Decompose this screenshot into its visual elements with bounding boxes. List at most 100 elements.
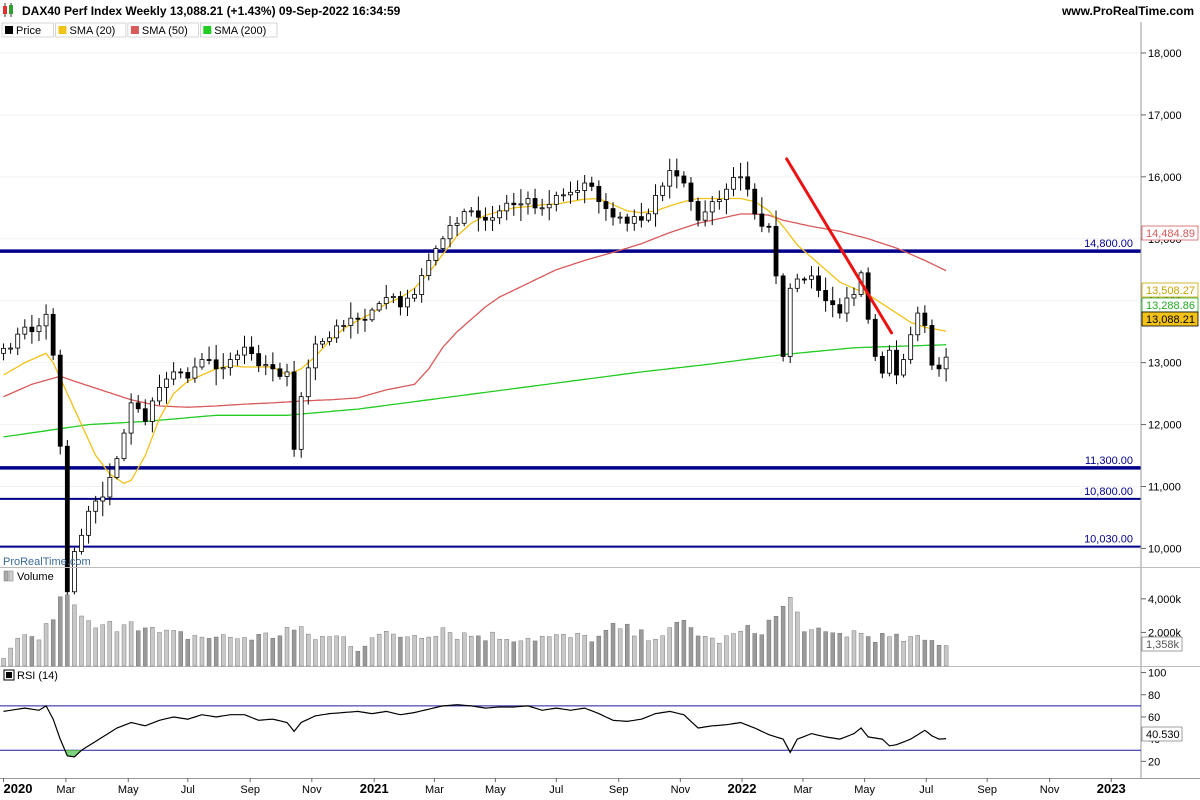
candle-body bbox=[334, 325, 340, 339]
candle-body bbox=[36, 325, 42, 333]
candle bbox=[312, 335, 318, 381]
candle-body bbox=[504, 202, 510, 212]
time-axis[interactable]: 2020 Mar May Jul Sep Nov 2021 Mar May Jul Sep Nov 20… bbox=[0, 778, 1200, 796]
candle bbox=[79, 528, 84, 555]
candle-body bbox=[830, 300, 836, 306]
volume-bar bbox=[22, 634, 28, 667]
candle bbox=[504, 195, 510, 221]
candle-body bbox=[823, 290, 829, 302]
volume-bar bbox=[773, 615, 779, 667]
volume-bar bbox=[653, 638, 658, 667]
site-url[interactable]: www.ProRealTime.com bbox=[1061, 4, 1194, 18]
candle bbox=[454, 216, 460, 236]
candle bbox=[291, 360, 297, 457]
volume-bar bbox=[547, 636, 552, 667]
value-label-text: 14,484.89 bbox=[1146, 228, 1195, 240]
downtrend-line[interactable] bbox=[785, 157, 894, 335]
volume-bar bbox=[610, 623, 616, 667]
candle bbox=[894, 340, 899, 385]
candle-body bbox=[709, 201, 715, 213]
price-panel[interactable]: 14,800.00 11,300.00 10,800.00 10,030.00 Pro… bbox=[0, 22, 1141, 607]
candle bbox=[575, 180, 580, 200]
candle-body bbox=[809, 275, 814, 280]
volume-bar bbox=[865, 636, 871, 667]
candle-body bbox=[235, 354, 240, 360]
indicator-value-labels: 14,484.89 13,508.27 13,288.86 13,088.21 bbox=[1141, 225, 1199, 327]
candle bbox=[114, 455, 120, 480]
candle-body bbox=[532, 198, 538, 209]
candle bbox=[277, 362, 283, 380]
candle bbox=[57, 349, 63, 455]
volume-last-value: 1,358k bbox=[1146, 639, 1180, 651]
time-label: May bbox=[854, 784, 875, 796]
candle bbox=[235, 350, 240, 366]
candle bbox=[447, 216, 453, 248]
candle-body bbox=[660, 185, 666, 196]
legend-swatch bbox=[58, 26, 67, 34]
time-label: Sep bbox=[240, 784, 260, 796]
candle-body bbox=[142, 408, 148, 422]
candle-body bbox=[114, 458, 120, 478]
candle-body bbox=[199, 359, 205, 368]
candle bbox=[539, 198, 545, 216]
candle-body bbox=[816, 275, 821, 291]
candle-body bbox=[490, 217, 495, 221]
candle bbox=[15, 327, 21, 356]
candle bbox=[128, 393, 134, 445]
candle-body bbox=[667, 170, 673, 187]
volume-bar bbox=[851, 630, 857, 667]
candle-body bbox=[773, 225, 779, 277]
candle bbox=[872, 314, 878, 361]
candle bbox=[242, 335, 247, 365]
rsi-last-label: 40.530 bbox=[1141, 726, 1183, 742]
candle-body bbox=[553, 195, 559, 205]
volume-bar bbox=[284, 627, 290, 667]
candle bbox=[320, 338, 325, 349]
volume-bar bbox=[128, 621, 134, 667]
value-label: 13,508.27 bbox=[1141, 282, 1199, 298]
candle bbox=[561, 188, 566, 202]
legend-item: SMA (50) bbox=[127, 22, 199, 38]
volume-bar bbox=[688, 627, 694, 667]
candle bbox=[702, 200, 708, 227]
candle bbox=[794, 273, 800, 293]
candle-body bbox=[433, 248, 439, 261]
volume-bar bbox=[504, 639, 509, 667]
volume-bar bbox=[915, 635, 920, 667]
sma20-line bbox=[3, 197, 947, 485]
candle bbox=[943, 348, 949, 382]
value-label-text: 13,508.27 bbox=[1146, 285, 1195, 297]
candle bbox=[135, 395, 141, 413]
candle-body bbox=[390, 296, 396, 298]
candle bbox=[355, 312, 361, 334]
volume-bar bbox=[873, 642, 878, 667]
candle bbox=[752, 183, 758, 220]
candle bbox=[922, 305, 928, 333]
price-tick-label: 18,000 bbox=[1148, 48, 1182, 60]
candle bbox=[844, 287, 850, 322]
time-label: Nov bbox=[302, 784, 322, 796]
volume-bar bbox=[738, 631, 743, 667]
volume-bar bbox=[341, 636, 346, 667]
volume-bar bbox=[256, 634, 261, 667]
candle-body bbox=[419, 275, 425, 295]
volume-bar bbox=[759, 634, 765, 667]
support-resistance-levels[interactable]: 14,800.00 11,300.00 10,800.00 10,030.00 bbox=[0, 238, 1141, 548]
time-label: Jul bbox=[919, 784, 933, 796]
price-axis[interactable]: 10,00011,00012,00013,00014,00015,00016,0… bbox=[1140, 22, 1199, 778]
volume-bar bbox=[391, 633, 396, 667]
rsi-panel[interactable]: RSI (14) 10080604020 40.530 bbox=[0, 668, 1183, 769]
candle-body bbox=[270, 364, 276, 370]
candle bbox=[887, 345, 892, 377]
volume-panel[interactable]: Volume 4,000k 2,000k 1,358k bbox=[1, 570, 1183, 667]
volume-bar bbox=[752, 633, 757, 667]
volume-bar bbox=[802, 631, 807, 667]
candle bbox=[582, 174, 588, 204]
price-candles bbox=[1, 158, 949, 607]
volume-bar bbox=[823, 631, 828, 667]
time-label: May bbox=[485, 784, 506, 796]
candle-body bbox=[887, 349, 892, 374]
candle-body bbox=[72, 551, 77, 593]
volume-bar bbox=[135, 630, 141, 667]
